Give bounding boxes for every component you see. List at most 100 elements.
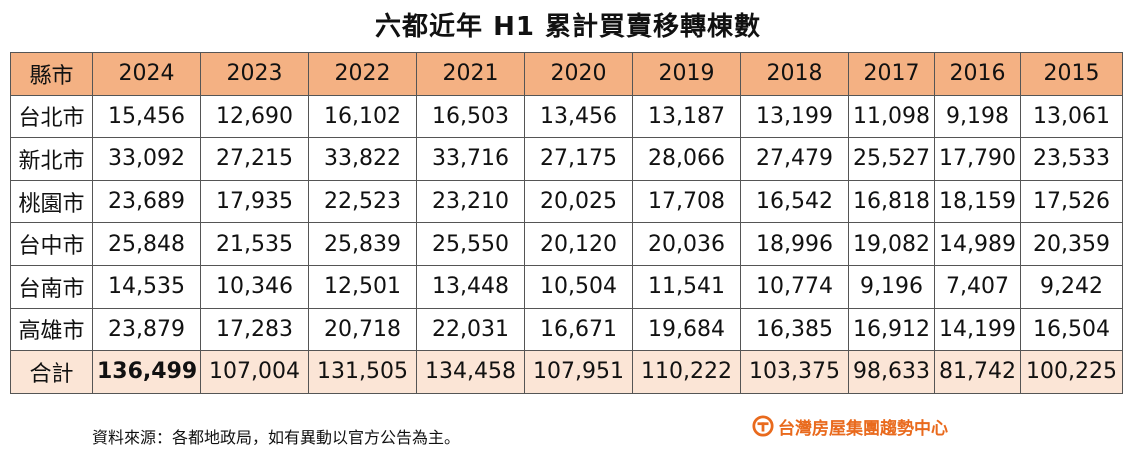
taiwan-realty-logo-icon	[752, 415, 774, 437]
value-cell: 25,550	[416, 222, 525, 266]
value-cell: 9,242	[1020, 264, 1123, 309]
value-cell: 17,526	[1020, 179, 1123, 224]
header-cell-year: 2019	[632, 52, 741, 96]
value-cell: 27,175	[524, 137, 633, 181]
row-label-cell: 桃園市	[10, 179, 93, 224]
header-cell-year: 2018	[740, 52, 849, 96]
company-logo: 台灣房屋集團趨勢中心	[752, 414, 948, 439]
value-cell: 16,102	[308, 94, 417, 139]
value-cell: 20,036	[632, 222, 741, 266]
value-cell: 16,818	[848, 179, 935, 224]
value-cell: 21,535	[200, 222, 309, 266]
table-row: 台南市 14,535 10,346 12,501 13,448 10,504 11,541 1…	[10, 264, 1123, 309]
value-cell: 107,004	[200, 350, 309, 394]
value-cell: 110,222	[632, 350, 741, 394]
value-cell: 15,456	[92, 94, 201, 139]
row-label-cell: 新北市	[10, 137, 93, 181]
value-cell: 19,082	[848, 222, 935, 266]
value-cell: 27,215	[200, 137, 309, 181]
value-cell: 16,671	[524, 307, 633, 352]
value-cell: 20,025	[524, 179, 633, 224]
value-cell: 25,848	[92, 222, 201, 266]
value-cell: 19,684	[632, 307, 741, 352]
value-cell: 9,198	[934, 94, 1021, 139]
value-cell: 13,199	[740, 94, 849, 139]
value-cell: 23,533	[1020, 137, 1123, 181]
value-cell: 16,385	[740, 307, 849, 352]
value-cell: 33,092	[92, 137, 201, 181]
source-note: 資料來源：各都地政局，如有異動以官方公告為主。	[92, 428, 461, 447]
value-cell: 11,098	[848, 94, 935, 139]
value-cell: 12,501	[308, 264, 417, 309]
value-cell: 20,718	[308, 307, 417, 352]
value-cell: 16,504	[1020, 307, 1123, 352]
value-cell: 100,225	[1020, 350, 1123, 394]
value-cell: 10,346	[200, 264, 309, 309]
table-row: 新北市 33,092 27,215 33,822 33,716 27,175 28,066 2…	[10, 137, 1123, 181]
table-body: 台北市 15,456 12,690 16,102 16,503 13,456 13,187 1…	[10, 94, 1123, 394]
table-row: 台北市 15,456 12,690 16,102 16,503 13,456 13,187 1…	[10, 94, 1123, 139]
value-cell: 17,283	[200, 307, 309, 352]
value-cell: 20,359	[1020, 222, 1123, 266]
value-cell: 14,535	[92, 264, 201, 309]
transfer-table: 縣市 2024 2023 2022 2021 2020 2019 2018 20…	[10, 52, 1123, 394]
value-cell: 23,879	[92, 307, 201, 352]
table-row: 台中市 25,848 21,535 25,839 25,550 20,120 20,036 1…	[10, 222, 1123, 266]
header-cell-year: 2021	[416, 52, 525, 96]
value-cell: 14,989	[934, 222, 1021, 266]
value-cell: 17,790	[934, 137, 1021, 181]
value-cell: 16,542	[740, 179, 849, 224]
value-cell: 23,210	[416, 179, 525, 224]
header-cell-year: 2022	[308, 52, 417, 96]
value-cell: 16,912	[848, 307, 935, 352]
value-cell: 27,479	[740, 137, 849, 181]
value-cell: 16,503	[416, 94, 525, 139]
value-cell: 28,066	[632, 137, 741, 181]
logo-text: 台灣房屋集團趨勢中心	[778, 418, 948, 439]
value-cell: 12,690	[200, 94, 309, 139]
value-cell: 22,031	[416, 307, 525, 352]
value-cell: 7,407	[934, 264, 1021, 309]
value-cell: 17,708	[632, 179, 741, 224]
value-cell: 98,633	[848, 350, 935, 394]
value-cell: 33,716	[416, 137, 525, 181]
value-cell: 18,159	[934, 179, 1021, 224]
header-cell-year: 2016	[934, 52, 1021, 96]
value-cell: 9,196	[848, 264, 935, 309]
value-cell: 107,951	[524, 350, 633, 394]
row-label-cell: 高雄市	[10, 307, 93, 352]
value-cell: 20,120	[524, 222, 633, 266]
value-cell: 13,187	[632, 94, 741, 139]
value-cell: 13,456	[524, 94, 633, 139]
value-cell: 81,742	[934, 350, 1021, 394]
table-total-row: 合計 136,499 107,004 131,505 134,458 107,951 110…	[10, 350, 1123, 394]
header-cell-year: 2023	[200, 52, 309, 96]
table-row: 高雄市 23,879 17,283 20,718 22,031 16,671 19,684 1…	[10, 307, 1123, 352]
row-label-cell: 合計	[10, 350, 93, 394]
header-cell-year: 2024	[92, 52, 201, 96]
value-cell: 22,523	[308, 179, 417, 224]
value-cell: 14,199	[934, 307, 1021, 352]
value-cell: 134,458	[416, 350, 525, 394]
value-cell: 25,839	[308, 222, 417, 266]
value-cell: 136,499	[92, 350, 201, 394]
value-cell: 18,996	[740, 222, 849, 266]
value-cell: 25,527	[848, 137, 935, 181]
row-label-cell: 台南市	[10, 264, 93, 309]
value-cell: 11,541	[632, 264, 741, 309]
value-cell: 10,774	[740, 264, 849, 309]
value-cell: 13,061	[1020, 94, 1123, 139]
value-cell: 17,935	[200, 179, 309, 224]
value-cell: 103,375	[740, 350, 849, 394]
value-cell: 33,822	[308, 137, 417, 181]
table-header-row: 縣市 2024 2023 2022 2021 2020 2019 2018 20…	[10, 52, 1123, 96]
row-label-cell: 台中市	[10, 222, 93, 266]
header-cell-year: 2020	[524, 52, 633, 96]
page-title: 六都近年 H1 累計買賣移轉棟數	[375, 12, 761, 42]
value-cell: 13,448	[416, 264, 525, 309]
header-cell-year: 2017	[848, 52, 935, 96]
value-cell: 10,504	[524, 264, 633, 309]
header-cell-county: 縣市	[10, 52, 93, 96]
row-label-cell: 台北市	[10, 94, 93, 139]
table-row: 桃園市 23,689 17,935 22,523 23,210 20,025 17,708 1…	[10, 179, 1123, 224]
